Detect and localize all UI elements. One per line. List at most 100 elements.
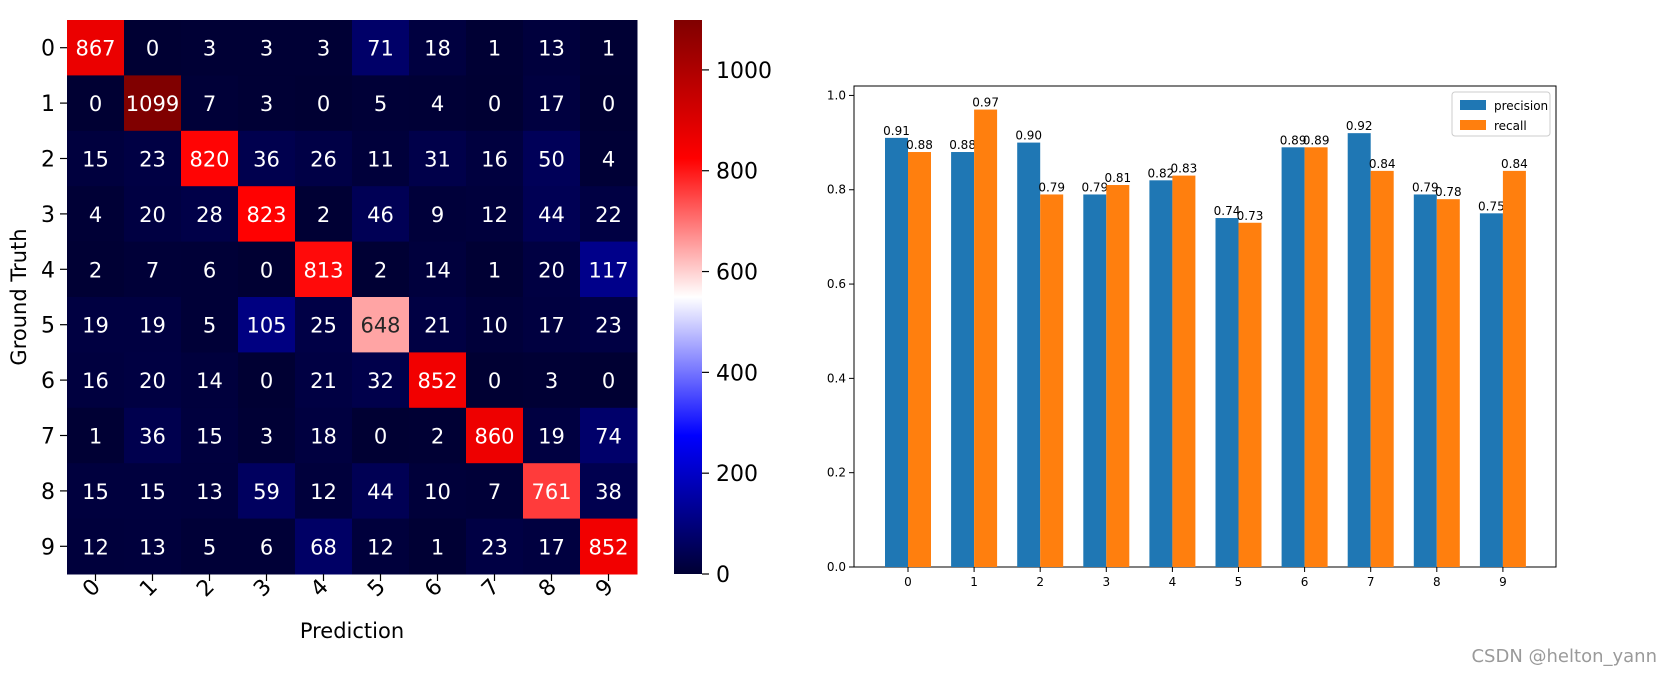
heatmap-cell-value: 16	[82, 369, 109, 393]
heatmap-cell-value: 0	[488, 369, 501, 393]
heatmap-cell	[466, 407, 524, 464]
bar-precision	[1083, 194, 1107, 567]
y-tick-label: 2	[41, 148, 55, 173]
heatmap-cell	[352, 20, 410, 76]
bar-recall	[1040, 194, 1064, 567]
heatmap-cell	[466, 463, 524, 520]
heatmap-cell-value: 68	[310, 535, 337, 559]
heatmap-cell-value: 1	[431, 535, 444, 559]
bar-recall	[1436, 199, 1460, 568]
heatmap-cell-value: 6	[203, 258, 216, 282]
colorbar-tick-label: 200	[716, 462, 758, 487]
bar-recall	[1172, 175, 1196, 568]
bar-recall	[1304, 147, 1328, 567]
heatmap-cell-value: 1	[602, 37, 615, 61]
bar-x-tick-label: 1	[970, 575, 978, 589]
bar-value-label: 0.75	[1478, 199, 1505, 213]
heatmap-cell	[238, 186, 296, 243]
heatmap-cell	[238, 130, 296, 187]
bar-x-tick-label: 4	[1169, 575, 1177, 589]
heatmap-cell	[181, 297, 239, 353]
heatmap-cell	[295, 20, 353, 76]
heatmap-cell-value: 2	[431, 425, 444, 449]
heatmap-cell-value: 15	[196, 425, 223, 449]
heatmap-cell	[181, 241, 239, 298]
bar-precision	[1479, 213, 1503, 567]
x-tick-label: 9	[591, 575, 619, 603]
heatmap-cell	[580, 186, 638, 243]
bar-x-tick-label: 6	[1301, 575, 1309, 589]
heatmap-cell	[352, 463, 410, 520]
bar-recall	[908, 152, 931, 568]
heatmap-cell	[523, 130, 581, 187]
heatmap-cell	[295, 186, 353, 243]
heatmap-cell	[67, 20, 125, 76]
heatmap-cell	[409, 241, 467, 298]
heatmap-cell	[466, 352, 524, 409]
heatmap-cell-value: 14	[196, 369, 223, 393]
heatmap-cell-value: 1	[89, 425, 102, 449]
heatmap-cell	[124, 407, 182, 464]
y-tick-label: 1	[41, 92, 55, 117]
heatmap-cell	[67, 241, 125, 298]
heatmap-cell	[181, 407, 239, 464]
heatmap-cell-value: 59	[253, 480, 280, 504]
heatmap-cell	[523, 463, 581, 520]
y-tick-label: 3	[41, 203, 55, 228]
heatmap-cell	[523, 186, 581, 243]
watermark: CSDN @helton_yann	[1471, 646, 1657, 667]
heatmap-cell-value: 0	[146, 37, 159, 61]
heatmap-cell-value: 0	[602, 369, 615, 393]
heatmap-cell	[409, 130, 467, 187]
x-tick-label: 0	[78, 575, 106, 603]
heatmap-cell-value: 16	[481, 148, 508, 172]
heatmap-cell-value: 3	[545, 369, 558, 393]
heatmap-cell-value: 13	[196, 480, 223, 504]
heatmap-cell-value: 26	[310, 148, 337, 172]
heatmap-cell	[580, 352, 638, 409]
colorbar-tick-label: 0	[716, 563, 730, 588]
bar-x-tick-label: 0	[904, 575, 912, 589]
heatmap-cell-value: 3	[317, 37, 330, 61]
bar-value-label: 0.78	[1435, 185, 1462, 199]
heatmap-cell	[67, 186, 125, 243]
heatmap-cell	[124, 463, 182, 520]
x-axis-label: Prediction	[300, 619, 404, 643]
bar-x-tick-label: 7	[1367, 575, 1375, 589]
bar-y-tick-label: 0.2	[827, 466, 846, 480]
heatmap-cell-value: 50	[538, 148, 565, 172]
heatmap-cell-value: 36	[253, 148, 280, 172]
heatmap-cell-value: 21	[310, 369, 337, 393]
y-tick-label: 8	[41, 480, 55, 505]
heatmap-cell-value: 28	[196, 203, 223, 227]
heatmap-cell	[238, 407, 296, 464]
bar-x-tick-label: 5	[1235, 575, 1243, 589]
heatmap-cell	[124, 241, 182, 298]
bar-value-label: 0.84	[1369, 157, 1396, 171]
heatmap-cell	[124, 20, 182, 76]
heatmap-cell	[181, 20, 239, 76]
x-tick-label: 4	[306, 575, 334, 603]
heatmap-cell	[124, 352, 182, 409]
heatmap-cell	[67, 518, 125, 575]
x-tick-label: 7	[477, 575, 505, 603]
heatmap-cell	[295, 130, 353, 187]
heatmap-cell-value: 2	[317, 203, 330, 227]
heatmap-cell-value: 3	[203, 37, 216, 61]
heatmap-cell-value: 14	[424, 258, 451, 282]
heatmap-cell-value: 860	[474, 425, 514, 449]
heatmap-cell	[295, 352, 353, 409]
heatmap-cell-value: 0	[89, 92, 102, 116]
colorbar-tick-label: 1000	[716, 59, 772, 84]
heatmap-cell-value: 3	[260, 37, 273, 61]
heatmap-cell-value: 21	[424, 314, 451, 338]
y-tick-label: 7	[41, 425, 55, 450]
x-tick-label: 1	[135, 575, 163, 603]
heatmap-cell-value: 5	[203, 535, 216, 559]
heatmap-cell-value: 813	[303, 258, 343, 282]
heatmap-cell-value: 15	[139, 480, 166, 504]
heatmap-cell-value: 15	[82, 480, 109, 504]
bar-precision	[1215, 218, 1239, 567]
heatmap-cell-value: 18	[310, 425, 337, 449]
